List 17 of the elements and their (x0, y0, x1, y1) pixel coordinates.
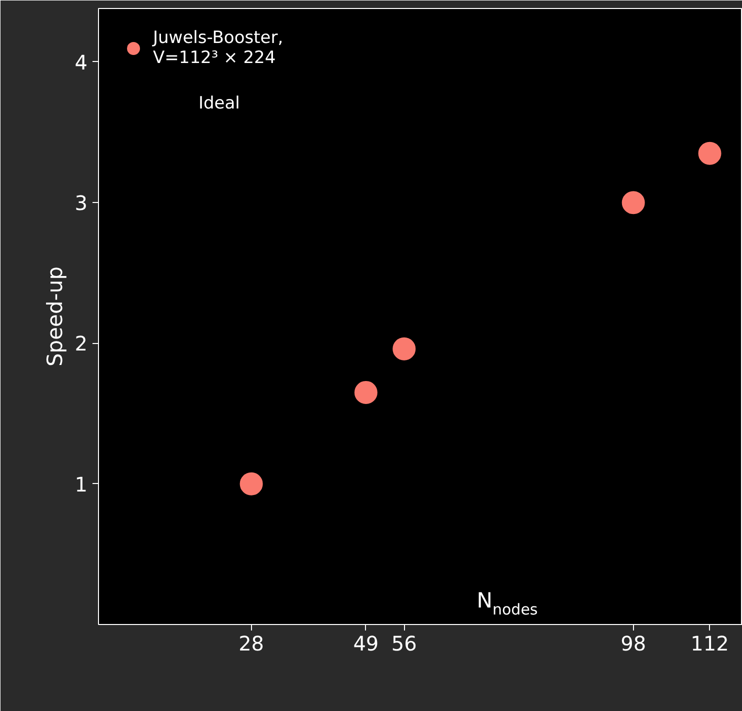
y-tick-label: 2 (74, 332, 88, 356)
x-tick-label: 112 (690, 632, 729, 656)
point (622, 191, 645, 214)
x-tick-label: 98 (620, 632, 646, 656)
x-tick-label: 56 (391, 632, 417, 656)
point (354, 380, 378, 404)
y-tick-label: 4 (74, 50, 88, 74)
y-tick-label: 1 (74, 472, 88, 496)
point (698, 142, 722, 165)
y-axis-title: Speed-up (42, 266, 67, 367)
x-tick-label: 28 (238, 632, 264, 656)
point (392, 337, 416, 360)
point (240, 472, 263, 496)
y-tick-label: 3 (74, 191, 88, 216)
annotation: Ideal (198, 94, 240, 114)
x-tick-label: 49 (353, 632, 379, 656)
legend-label: Juwels-Booster, V=112³ × 224 (153, 28, 284, 68)
